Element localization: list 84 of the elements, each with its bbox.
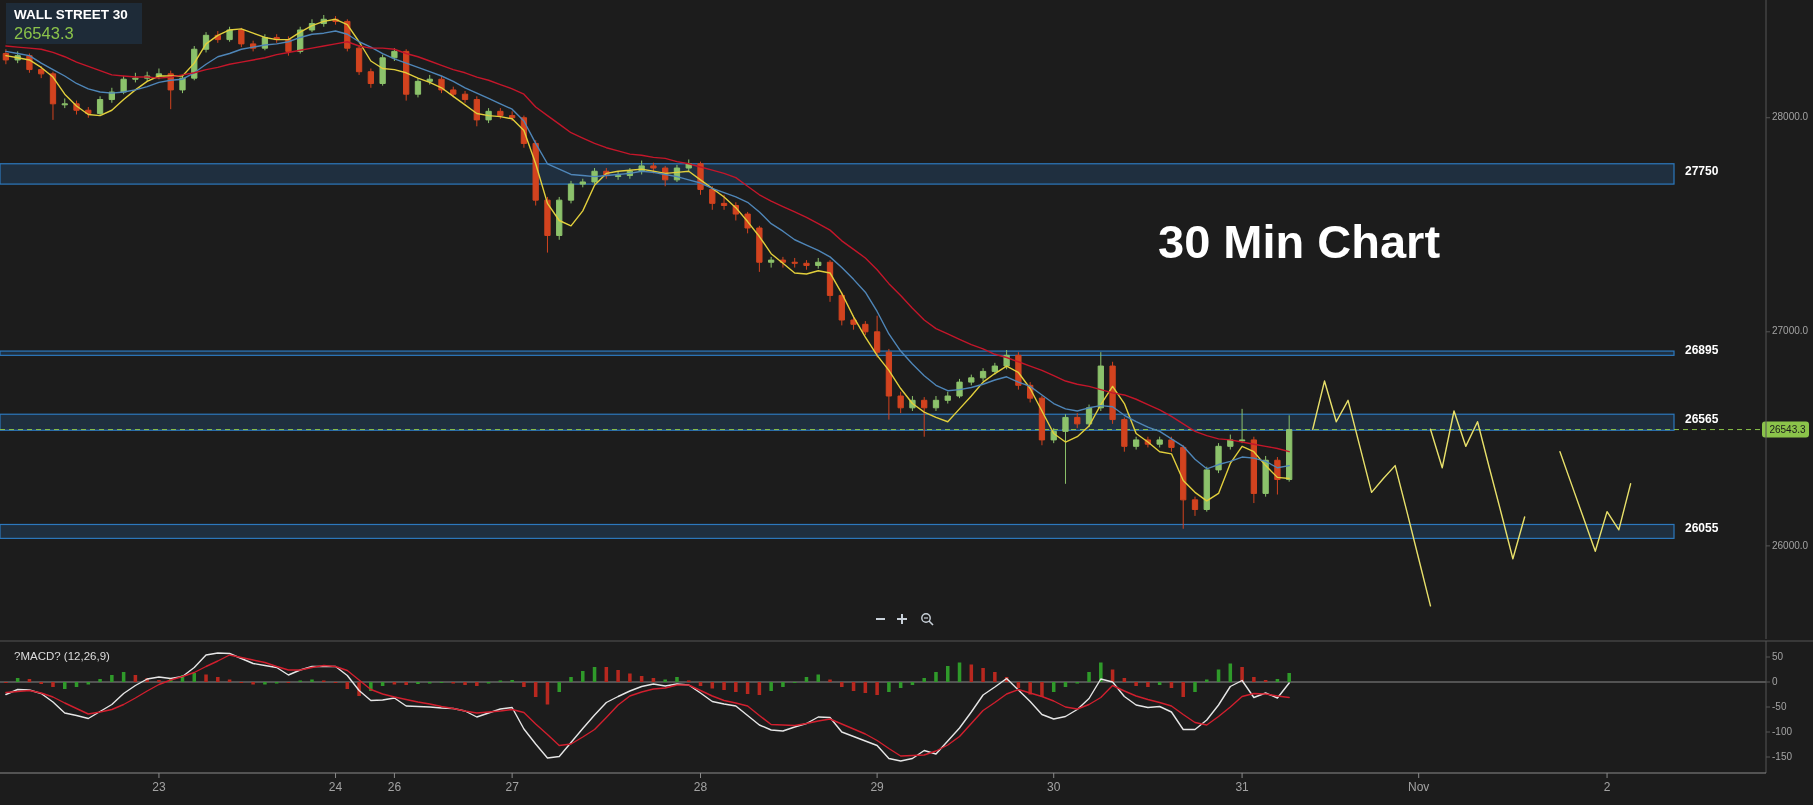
- line-series: [1312, 380, 1432, 607]
- candlestick: [1215, 442, 1222, 474]
- candlestick: [544, 196, 551, 254]
- candlestick: [567, 180, 575, 204]
- candlestick: [1286, 414, 1293, 483]
- candlestick: [1227, 434, 1234, 451]
- candlestick: [461, 90, 469, 104]
- candlestick: [1203, 466, 1210, 513]
- candlestick: [49, 71, 57, 121]
- y-tick-label: 50: [1772, 650, 1784, 662]
- candlestick: [591, 167, 598, 185]
- candlestick: [709, 185, 716, 211]
- candlestick: [1132, 436, 1140, 451]
- candlestick: [791, 257, 798, 269]
- candlestick: [497, 107, 504, 120]
- candlestick: [850, 315, 857, 331]
- band-label: 26565: [1685, 412, 1719, 427]
- candlestick: [367, 68, 375, 89]
- candlestick: [450, 86, 457, 98]
- candlestick: [862, 320, 869, 336]
- candlestick: [1109, 361, 1116, 425]
- candlestick: [921, 396, 928, 438]
- candlestick: [96, 95, 104, 117]
- candlestick: [355, 44, 363, 76]
- y-tick-label: 28000.0: [1772, 111, 1809, 123]
- candlestick: [873, 315, 881, 358]
- candlestick: [226, 26, 233, 43]
- candlestick: [897, 391, 904, 414]
- candlestick: [838, 291, 845, 326]
- candlestick: [1180, 444, 1187, 530]
- y-tick-label: 0: [1772, 675, 1778, 687]
- candlestick: [508, 110, 516, 122]
- candlestick: [1074, 412, 1081, 429]
- candlestick: [473, 95, 480, 127]
- candlestick: [61, 97, 68, 109]
- candlestick: [956, 378, 963, 399]
- candlestick: [391, 47, 398, 62]
- line-series: [1559, 450, 1632, 552]
- y-tick-label: -50: [1772, 700, 1787, 712]
- line-series: [1429, 410, 1526, 560]
- candlestick: [1168, 436, 1175, 453]
- candlestick: [1156, 436, 1163, 448]
- candlestick: [485, 107, 492, 124]
- candlestick: [120, 75, 127, 95]
- candlestick: [38, 65, 45, 79]
- candlestick: [885, 348, 893, 421]
- candlestick: [720, 194, 728, 211]
- candlestick: [132, 72, 139, 83]
- candlestick: [685, 158, 692, 172]
- candlestick: [1121, 416, 1128, 453]
- candlestick: [968, 374, 975, 386]
- y-tick-label: -100: [1772, 725, 1793, 737]
- band-label: 26055: [1685, 521, 1719, 536]
- candlestick: [944, 391, 951, 405]
- candlestick: [1191, 496, 1199, 517]
- candlestick: [932, 395, 940, 412]
- candlestick: [238, 27, 245, 48]
- candlestick: [1250, 436, 1258, 504]
- candlestick: [426, 74, 433, 86]
- y-tick-label: 27000.0: [1772, 325, 1809, 337]
- candlestick: [1038, 395, 1046, 446]
- candlestick: [756, 225, 763, 273]
- candlestick: [815, 257, 822, 270]
- candlestick: [1238, 408, 1246, 444]
- ref-line-label: 26543.3: [1769, 423, 1807, 435]
- text: WALL STREET 30: [14, 7, 128, 22]
- band-label: 27750: [1685, 164, 1719, 179]
- candlestick: [579, 178, 586, 188]
- annotation: 30 Min Chart: [1158, 215, 1441, 269]
- candlestick: [826, 259, 834, 303]
- candlestick: [991, 362, 998, 376]
- candlestick: [1262, 455, 1269, 498]
- candlestick: [1062, 413, 1069, 485]
- y-tick-label: -150: [1772, 750, 1793, 762]
- y-tick-label: 26000.0: [1772, 539, 1809, 551]
- candlestick: [768, 256, 775, 269]
- candlestick: [650, 162, 657, 174]
- candlestick: [979, 367, 987, 382]
- text: 26543.3: [14, 24, 74, 42]
- candlestick: [379, 54, 386, 87]
- candlestick: [414, 77, 422, 98]
- band-label: 26895: [1685, 343, 1719, 358]
- candlestick: [556, 196, 563, 241]
- candlestick: [803, 259, 810, 271]
